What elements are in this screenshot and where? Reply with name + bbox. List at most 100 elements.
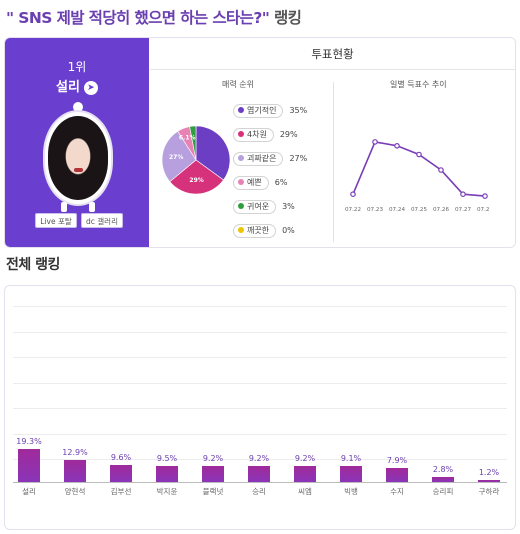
legend-label: 예쁜 (247, 178, 262, 187)
panel-divider (333, 82, 334, 242)
ranking-bar-item[interactable]: 7.9% 수지 (377, 286, 417, 531)
vote-status-panel: 투표현황 매력 순위 일별 득표수 추이 6.1% 27% 29% 엽기적인 35% 4… (150, 38, 515, 247)
legend-item: 4차원 29% (233, 128, 298, 142)
daily-trend-date-label: 07.27 (455, 207, 471, 213)
ranking-bar-item[interactable]: 9.5% 박지윤 (147, 286, 187, 531)
ranking-bar-name: 빅뱅 (344, 487, 358, 496)
ranking-bar-item[interactable]: 9.1% 빅뱅 (331, 286, 371, 531)
ranking-bar (18, 448, 40, 482)
ranking-bar-name: 김부선 (110, 487, 132, 496)
pie-slice (189, 125, 197, 161)
ranking-bar-item[interactable]: 2.8% 승리피 (423, 286, 463, 531)
legend-percent: 3% (282, 202, 295, 211)
ranking-bar-value: 9.2% (202, 454, 224, 464)
ranking-bar-name: 씨엠 (298, 487, 312, 496)
pie-slice (169, 159, 224, 195)
daily-trend-point (482, 193, 488, 199)
legend-color-dot (238, 203, 244, 209)
ranking-bar-item[interactable]: 12.9% 양현석 (55, 286, 95, 531)
ranking-bar-item[interactable]: 19.3% 설리 (9, 286, 49, 531)
legend-color-dot (238, 155, 244, 161)
legend-pill: 귀여운 (233, 200, 277, 214)
daily-trend-date-label: 07.24 (389, 207, 405, 213)
ranking-bar-item[interactable]: 1.2% 구하라 (469, 286, 509, 531)
legend-item: 귀여운 3% (233, 200, 295, 214)
ranking-bar-item[interactable]: 9.2% 승리 (239, 286, 279, 531)
daily-trend-point (460, 191, 466, 197)
ranking-bar-name: 승리 (252, 487, 266, 496)
ranking-bar-value: 9.2% (294, 454, 316, 464)
legend-color-dot (238, 227, 244, 233)
daily-trend-date-label: 07.26 (433, 207, 449, 213)
daily-trend-heading: 일별 득표수 추이 (390, 80, 447, 89)
grid-line (13, 383, 507, 384)
ranking-bar-value: 19.3% (16, 436, 42, 446)
rank-number: 1위 (67, 60, 87, 74)
daily-trend-point (416, 151, 422, 158)
grid-line (13, 459, 507, 460)
ranking-bar-value: 1.2% (478, 467, 500, 477)
ranking-bar-item[interactable]: 9.6% 김부선 (101, 286, 141, 531)
legend-label: 귀여운 (247, 202, 270, 211)
ranking-bar-value: 12.9% (62, 447, 88, 457)
ranking-bar-name: 구하라 (478, 487, 500, 496)
ranking-bar (110, 465, 132, 482)
legend-item: 예쁜 6% (233, 176, 287, 190)
legend-color-dot (238, 107, 244, 113)
legend-color-dot (238, 131, 244, 137)
mirror-leg-decoration (89, 202, 95, 212)
star-photo (39, 100, 117, 238)
chevron-right-icon[interactable]: ➤ (83, 81, 98, 95)
legend-percent: 35% (289, 106, 308, 115)
charm-rank-heading: 매력 순위 (222, 80, 254, 89)
legend-label: 4차원 (247, 130, 267, 139)
legend-pill: 깨끗한 (233, 224, 277, 238)
ranking-bar (202, 466, 224, 482)
legend-pill: 괴짜같은 (233, 152, 284, 166)
live-portal-button[interactable]: Live 포탈 (35, 213, 77, 228)
vote-status-heading: 투표현황 (150, 38, 515, 70)
daily-trend-date-label: 07.23 (367, 207, 383, 213)
pie-slice-label: 6.1% (179, 135, 196, 142)
daily-trend-line (352, 141, 486, 197)
ranking-bar (294, 466, 316, 482)
ranking-bar-name: 승리피 (432, 487, 454, 496)
pie-slice-label: 27% (169, 154, 183, 161)
ranking-bar-value: 9.2% (248, 454, 270, 464)
ranking-bar-value: 7.9% (386, 456, 408, 466)
ranking-bar-value: 9.6% (110, 453, 132, 463)
page-title-main: " SNS 제발 적당히 했으면 하는 스타는?" (6, 9, 270, 27)
page-title-suffix: 랭킹 (269, 9, 302, 27)
daily-trend-point (394, 142, 400, 149)
x-axis-line (13, 482, 507, 483)
rank-star-name: 설리 (56, 80, 80, 95)
pie-slice (161, 130, 197, 183)
ranking-bar-name: 설리 (22, 487, 36, 496)
grid-line (13, 434, 507, 435)
ranking-bar-item[interactable]: 9.2% 씨엠 (285, 286, 325, 531)
grid-line (13, 332, 507, 333)
ranking-bar (432, 477, 454, 482)
legend-percent: 0% (282, 226, 295, 235)
pie-slice (195, 125, 231, 181)
rank-star[interactable]: 설리 ➤ (5, 76, 149, 95)
page-title: " SNS 제발 적당히 했으면 하는 스타는?" 랭킹 (6, 6, 302, 28)
ranking-bar-name: 양현석 (64, 487, 86, 496)
overall-ranking-heading: 전체 랭킹 (6, 257, 60, 273)
daily-trend-point (372, 139, 378, 145)
ranking-bar (386, 468, 408, 482)
legend-item: 깨끗한 0% (233, 224, 295, 238)
ranking-bar-item[interactable]: 9.2% 블랙넛 (193, 286, 233, 531)
ranking-bar (64, 459, 86, 482)
dc-gallery-button[interactable]: dc 갤러리 (81, 213, 123, 228)
ranking-bar (156, 465, 178, 482)
ranking-bar-value: 9.1% (340, 454, 362, 464)
ranking-bar-value: 2.8% (432, 465, 454, 475)
grid-line (13, 306, 507, 307)
legend-color-dot (238, 179, 244, 185)
ranking-bar-name: 수지 (390, 487, 404, 496)
legend-label: 엽기적인 (247, 106, 277, 115)
overall-ranking-chart: 19.3% 설리 12.9% 양현석 9.6% 김부선 9.5% 박지윤 9.2% 블랙넛 9.2%… (4, 285, 516, 530)
legend-pill: 엽기적인 (233, 104, 284, 118)
legend-label: 깨끗한 (247, 226, 270, 235)
